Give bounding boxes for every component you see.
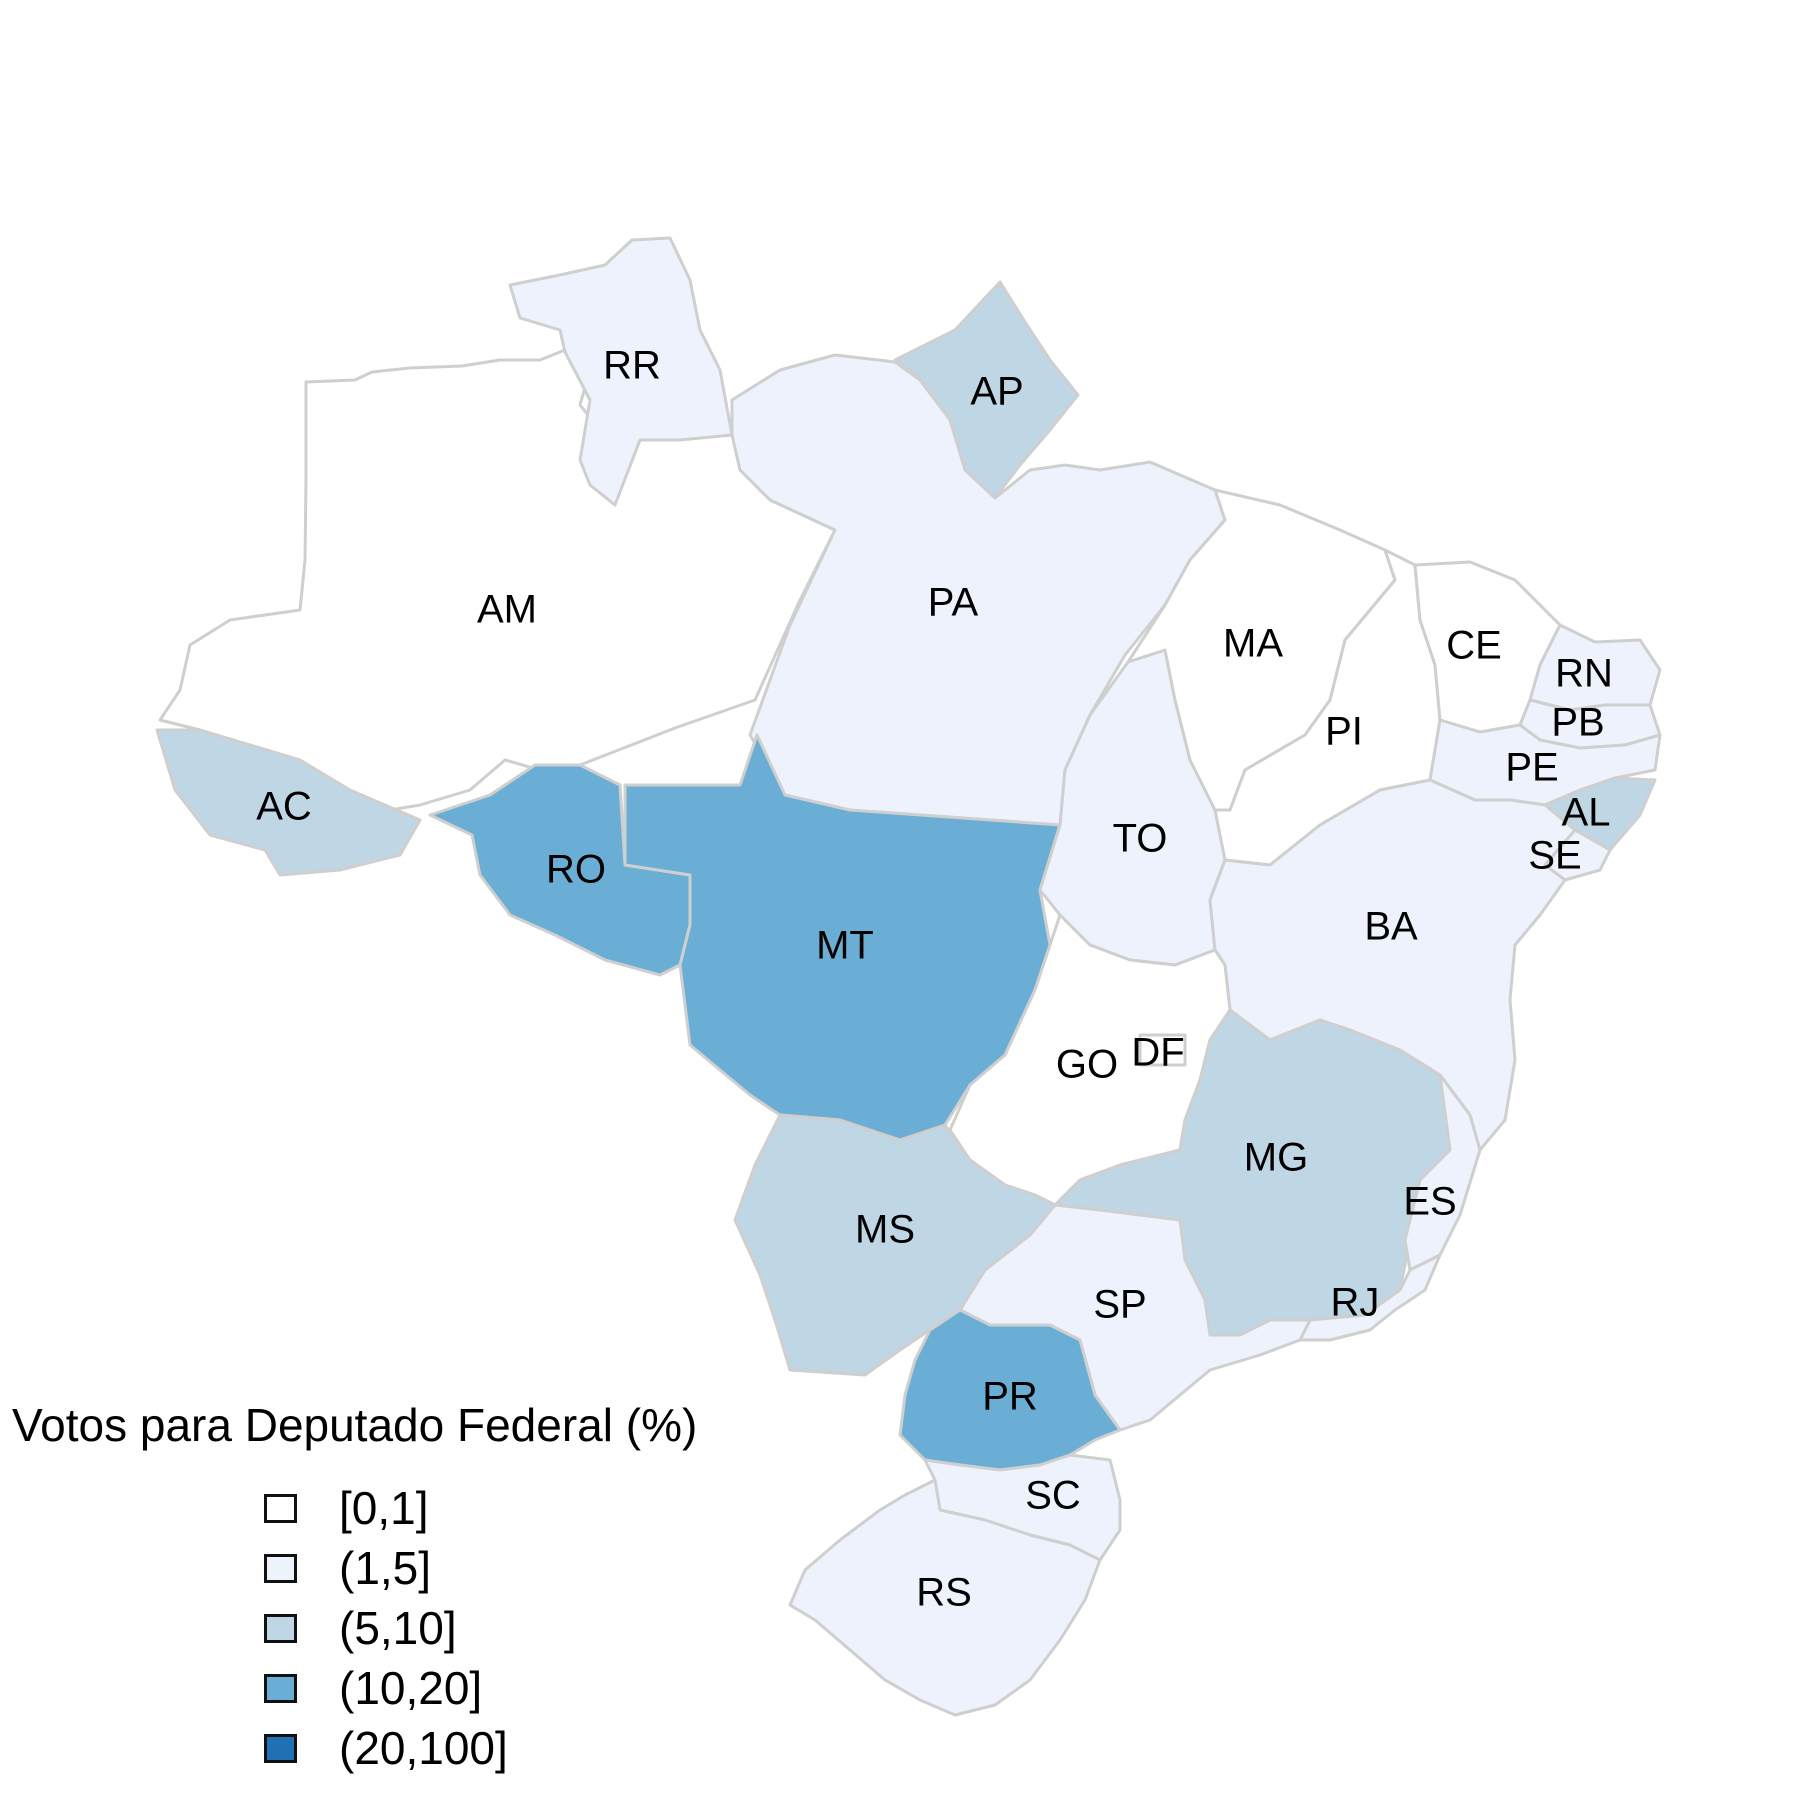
state-label-sp: SP bbox=[1093, 1283, 1146, 1327]
legend-label: [0,1] bbox=[339, 1482, 429, 1534]
legend-label: (20,100] bbox=[339, 1722, 508, 1774]
legend-item: (10,20] bbox=[264, 1658, 697, 1718]
state-label-rj: RJ bbox=[1331, 1281, 1380, 1325]
state-label-ac: AC bbox=[256, 785, 312, 829]
legend-label: (10,20] bbox=[339, 1662, 483, 1714]
state-label-am: AM bbox=[477, 588, 537, 632]
state-label-ap: AP bbox=[970, 370, 1023, 414]
state-am bbox=[158, 348, 837, 817]
legend-swatch bbox=[264, 1493, 297, 1523]
state-label-ms: MS bbox=[855, 1208, 915, 1252]
state-label-mt: MT bbox=[816, 924, 874, 968]
legend-title: Votos para Deputado Federal (%) bbox=[12, 1399, 698, 1451]
legend-item: [0,1] bbox=[264, 1478, 697, 1538]
state-label-es: ES bbox=[1403, 1180, 1456, 1224]
state-label-pb: PB bbox=[1551, 701, 1604, 745]
state-df bbox=[1138, 1033, 1187, 1067]
legend-swatch bbox=[264, 1613, 297, 1643]
state-rr bbox=[508, 236, 734, 507]
state-label-rs: RS bbox=[916, 1571, 972, 1615]
legend-swatch bbox=[264, 1673, 297, 1703]
legend-label: (5,10] bbox=[339, 1602, 457, 1654]
state-label-df: DF bbox=[1131, 1031, 1184, 1075]
legend-item: (1,5] bbox=[264, 1538, 697, 1598]
state-mt bbox=[623, 733, 1062, 1142]
state-rs bbox=[788, 1478, 1102, 1717]
state-label-to: TO bbox=[1113, 817, 1168, 861]
state-label-pr: PR bbox=[982, 1375, 1038, 1419]
state-label-se: SE bbox=[1528, 834, 1581, 878]
state-label-pa: PA bbox=[928, 581, 979, 625]
state-label-rn: RN bbox=[1555, 652, 1613, 696]
state-rj bbox=[1298, 1253, 1442, 1342]
state-label-al: AL bbox=[1562, 791, 1611, 835]
state-label-sc: SC bbox=[1025, 1474, 1081, 1518]
state-ms bbox=[733, 1113, 1057, 1377]
legend-item: (5,10] bbox=[264, 1598, 697, 1658]
legend-swatch bbox=[264, 1553, 297, 1583]
state-label-pi: PI bbox=[1325, 710, 1363, 754]
state-label-ce: CE bbox=[1446, 624, 1502, 668]
state-ac bbox=[155, 728, 422, 877]
state-label-rr: RR bbox=[603, 344, 661, 388]
state-label-ma: MA bbox=[1223, 622, 1283, 666]
state-label-ba: BA bbox=[1364, 905, 1418, 949]
state-label-pe: PE bbox=[1505, 746, 1558, 790]
state-label-go: GO bbox=[1056, 1043, 1118, 1087]
legend-swatch bbox=[264, 1733, 297, 1763]
state-label-mg: MG bbox=[1244, 1136, 1308, 1180]
legend-item: (20,100] bbox=[264, 1718, 697, 1778]
state-label-ro: RO bbox=[546, 848, 606, 892]
legend-label: (1,5] bbox=[339, 1542, 432, 1594]
map-legend: Votos para Deputado Federal (%) [0,1] (1… bbox=[12, 1398, 697, 1778]
legend-items: [0,1] (1,5] (5,10] (10,20] (20,100] bbox=[264, 1478, 697, 1778]
